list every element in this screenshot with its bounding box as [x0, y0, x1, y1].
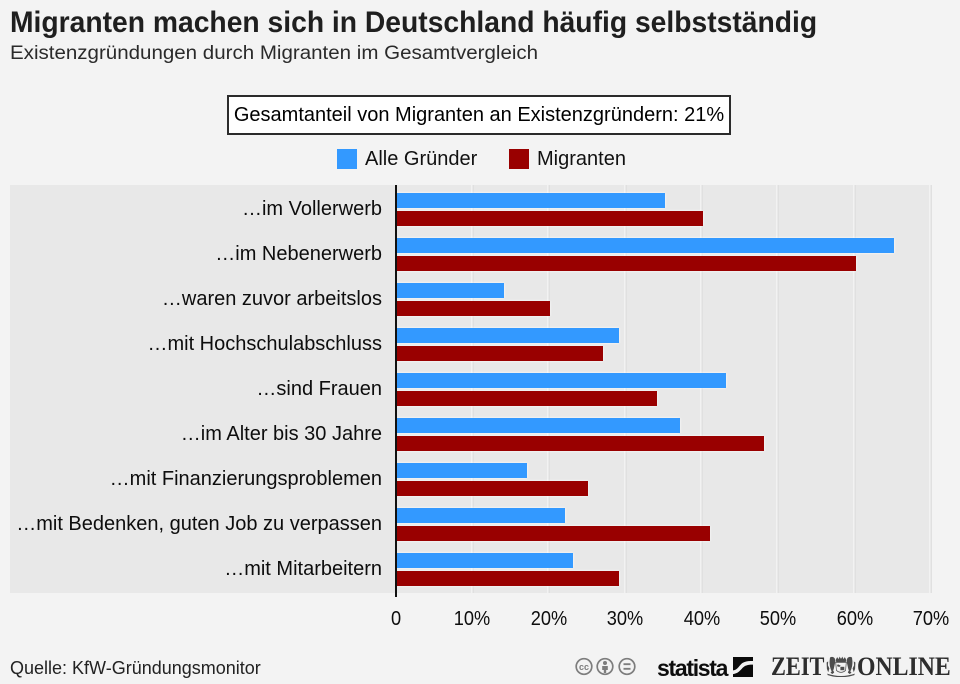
- svg-text:cc: cc: [579, 662, 589, 672]
